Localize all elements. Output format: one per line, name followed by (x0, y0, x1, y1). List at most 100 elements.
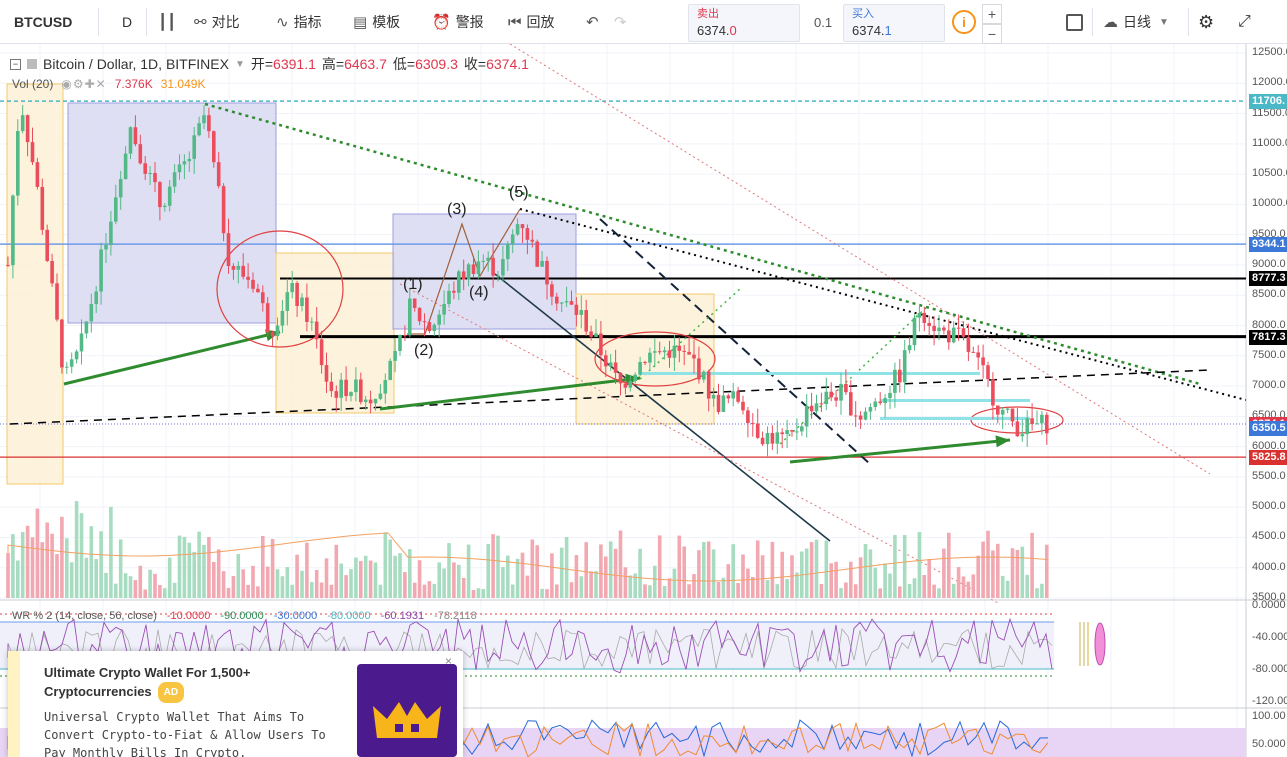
volume-bar (1005, 580, 1010, 598)
candle-body (1030, 418, 1034, 425)
volume-bar (868, 549, 873, 598)
candle-body (412, 298, 417, 308)
volume-bar (550, 553, 554, 598)
volume-bar (265, 566, 270, 598)
divider (98, 8, 99, 36)
undo-icon: ↶ (586, 14, 599, 31)
volume-bar (599, 544, 603, 598)
volume-bar (481, 588, 486, 598)
undo-button[interactable]: ↶ (586, 0, 604, 44)
volume-bar (368, 560, 373, 598)
buy-button[interactable]: 买入 6374.1 (843, 4, 945, 42)
chevron-down-icon[interactable]: ▼ (234, 58, 245, 70)
sell-button[interactable]: 卖出 6374.0 (688, 4, 800, 42)
candle-body (790, 430, 794, 432)
templates-label: 模板 (372, 14, 401, 30)
candle-body (755, 423, 760, 438)
candle-body (378, 393, 383, 399)
volume-bar (682, 546, 686, 598)
volume-bar (927, 558, 931, 598)
volume-bar (501, 566, 505, 598)
candle-body (873, 401, 878, 408)
volume-bar (143, 589, 147, 598)
candle-body (158, 182, 162, 208)
symbol-title: Bitcoin / Dollar, 1D, BITFINEX (43, 56, 229, 72)
timeframe-dropdown[interactable]: ☁ 日线 ▼ (1103, 0, 1169, 44)
alert-label: 警报 (455, 14, 484, 30)
zone-band (640, 372, 980, 375)
minus-button[interactable]: − (982, 24, 1002, 44)
volume-bar (687, 584, 691, 598)
volume-bar (138, 565, 143, 598)
candle-body (726, 395, 731, 399)
candle-body (775, 432, 780, 444)
buy-price: 6374.1 (852, 22, 936, 39)
candle-body (760, 437, 765, 445)
candle-body (363, 399, 368, 403)
volume-bar (677, 535, 682, 598)
symbol-search[interactable]: BTCUSD (14, 0, 72, 44)
volume-bar (692, 574, 696, 598)
trendline (204, 102, 1201, 386)
volume-bar (878, 588, 882, 598)
volume-bar (422, 584, 427, 598)
candle-body (858, 415, 863, 420)
collapse-icon[interactable]: − (10, 58, 21, 70)
close-icon[interactable]: × (445, 654, 453, 668)
candle-body (6, 264, 10, 266)
indicators-button[interactable]: ∿ 指标 (276, 0, 322, 44)
ad-logo[interactable] (357, 664, 457, 757)
candle-body (853, 415, 858, 417)
zone-band (880, 417, 1030, 420)
volume-bar (633, 573, 637, 598)
volume-bar (373, 562, 378, 598)
compare-button[interactable]: ⚯ 对比 (194, 0, 240, 44)
ad-title[interactable]: Ultimate Crypto Wallet For 1,500+ Crypto… (44, 663, 344, 704)
chart-style-button[interactable]: ┃┃ (158, 0, 181, 44)
price-tag: 8777.3 (1249, 271, 1287, 287)
volume-bar (305, 542, 309, 598)
candle-body (844, 383, 848, 393)
candle-body (525, 228, 530, 240)
expand-button[interactable]: ⤢ (1238, 0, 1251, 44)
alert-button[interactable]: ⏰ 警报 (432, 0, 484, 44)
volume-bar (398, 553, 402, 598)
candle-body (540, 260, 544, 267)
analysis-box (575, 293, 715, 425)
volume-bar (246, 584, 250, 598)
plus-button[interactable]: + (982, 4, 1002, 24)
candle-body (354, 379, 358, 393)
stoch-axis-label: 50.000 (1252, 738, 1286, 750)
volume-bar (525, 575, 530, 598)
candle-body (971, 351, 976, 353)
price-tag: 9344.1 (1249, 237, 1287, 253)
wr-value-5: -60.1931 (380, 610, 425, 622)
candle-body (898, 369, 902, 383)
volume-bar (329, 584, 334, 598)
volume-bar (765, 579, 770, 598)
settings-button[interactable]: ⚙ (1198, 0, 1214, 44)
volume-bar (442, 568, 446, 598)
wave-label: (1) (403, 276, 423, 293)
fullscreen-box-button[interactable] (1066, 0, 1083, 44)
volume-bar (760, 555, 765, 598)
ad-stripe (8, 651, 20, 757)
volume-bar (74, 501, 79, 598)
ad-popup[interactable]: Ultimate Crypto Wallet For 1,500+ Crypto… (8, 651, 463, 757)
volume-bar (888, 573, 892, 598)
volume-bar (241, 569, 245, 598)
candle-body (947, 330, 951, 343)
volume-bar (981, 541, 985, 598)
info-icon[interactable]: i (952, 10, 976, 34)
volume-bar (746, 568, 750, 598)
templates-button[interactable]: ▤ 模板 (353, 0, 400, 44)
replay-button[interactable]: ⏮ 回放 (508, 0, 555, 44)
legend-controls-icon[interactable]: ◉⚙✚✕ (61, 77, 107, 91)
interval-button[interactable]: D (122, 0, 132, 44)
volume-bar (844, 582, 848, 598)
candle-body (123, 153, 128, 179)
redo-button[interactable]: ↷ (614, 0, 632, 44)
candle-body (589, 331, 593, 337)
candle-body (912, 317, 917, 346)
candle-body (163, 205, 167, 208)
